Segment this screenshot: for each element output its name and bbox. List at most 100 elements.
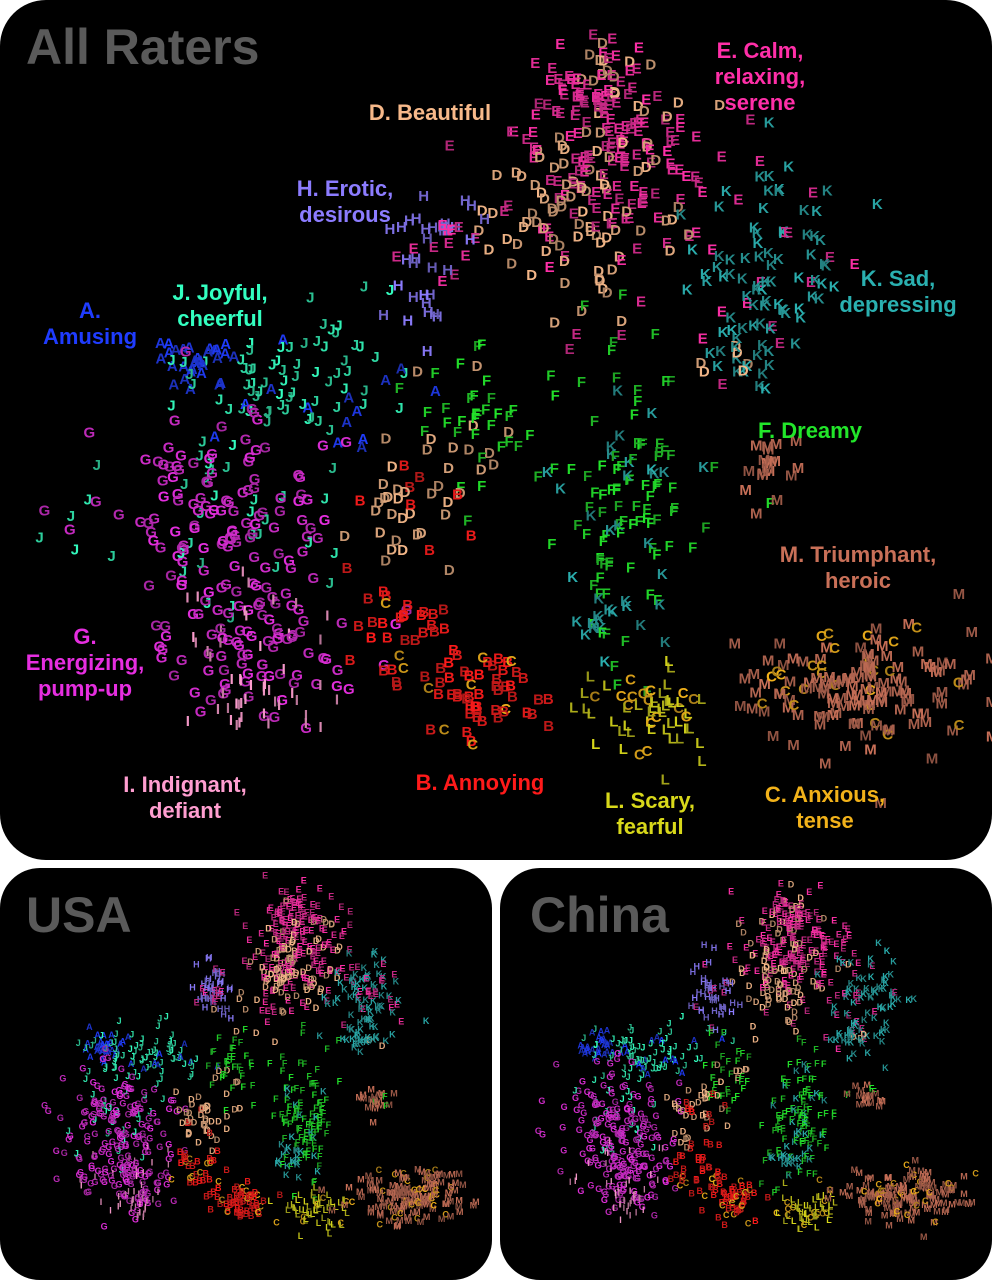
scatter-point-F: F	[296, 1124, 302, 1134]
scatter-point-L: L	[569, 700, 578, 717]
scatter-point-K: K	[381, 982, 388, 992]
scatter-point-E: E	[795, 904, 801, 914]
scatter-point-L: L	[316, 1204, 322, 1214]
scatter-point-K: K	[372, 1022, 379, 1032]
scatter-point-D: D	[576, 303, 587, 320]
scatter-point-K: K	[806, 1154, 813, 1164]
scatter-point-F: F	[731, 1095, 737, 1105]
scatter-point-I: I	[271, 591, 275, 608]
scatter-point-E: E	[273, 965, 279, 975]
scatter-point-G: G	[140, 452, 152, 469]
scatter-point-F: F	[777, 1125, 783, 1135]
scatter-point-D: D	[568, 173, 579, 190]
scatter-point-K: K	[353, 984, 360, 994]
scatter-point-E: E	[303, 925, 309, 935]
scatter-point-G: G	[91, 1129, 98, 1139]
scatter-point-M: M	[942, 1189, 950, 1199]
scatter-point-G: G	[110, 1116, 117, 1126]
scatter-point-D: D	[696, 355, 707, 372]
scatter-point-M: M	[966, 624, 979, 641]
scatter-point-F: F	[477, 478, 486, 495]
scatter-point-J: J	[343, 363, 351, 380]
scatter-point-B: B	[196, 1176, 203, 1186]
scatter-point-F: F	[788, 1152, 794, 1162]
scatter-point-L: L	[314, 1201, 320, 1211]
scatter-point-F: F	[287, 1102, 293, 1112]
scatter-point-F: F	[793, 1136, 799, 1146]
scatter-point-J: J	[107, 548, 115, 565]
scatter-point-K: K	[848, 957, 855, 967]
scatter-point-D: D	[242, 1005, 249, 1015]
scatter-point-M: M	[909, 1187, 917, 1197]
scatter-point-J: J	[147, 1060, 152, 1070]
scatter-point-B: B	[705, 1162, 712, 1172]
scatter-point-A: A	[188, 1057, 195, 1067]
scatter-point-C: C	[207, 1158, 214, 1168]
scatter-point-E: E	[776, 904, 782, 914]
scatter-point-M: M	[903, 616, 916, 633]
scatter-point-C: C	[875, 1189, 882, 1199]
scatter-point-E: E	[283, 932, 289, 942]
scatter-point-E: E	[601, 120, 611, 137]
scatter-point-D: D	[601, 230, 612, 247]
scatter-point-K: K	[754, 249, 765, 266]
scatter-point-D: D	[574, 216, 585, 233]
scatter-point-D: D	[212, 1073, 219, 1083]
scatter-point-K: K	[647, 405, 658, 422]
scatter-point-E: E	[307, 978, 313, 988]
scatter-point-J: J	[119, 1165, 124, 1175]
scatter-point-K: K	[643, 535, 654, 552]
scatter-point-D: D	[813, 981, 820, 991]
scatter-point-L: L	[803, 1209, 809, 1219]
scatter-point-A: A	[266, 381, 277, 398]
scatter-point-F: F	[229, 1043, 235, 1053]
scatter-point-G: G	[41, 1101, 48, 1111]
scatter-point-E: E	[282, 926, 288, 936]
scatter-point-E: E	[684, 228, 694, 245]
scatter-point-B: B	[251, 1192, 258, 1202]
scatter-point-J: J	[130, 1058, 135, 1068]
scatter-point-K: K	[725, 252, 736, 269]
scatter-point-M: M	[862, 1181, 870, 1191]
scatter-point-C: C	[910, 1187, 917, 1197]
scatter-point-G: G	[146, 1134, 153, 1144]
scatter-point-M: M	[888, 1190, 896, 1200]
scatter-point-D: D	[595, 168, 606, 185]
scatter-point-G: G	[128, 1084, 135, 1094]
scatter-point-D: D	[593, 105, 604, 122]
scatter-point-L: L	[812, 1212, 818, 1222]
scatter-point-F: F	[804, 1135, 810, 1145]
scatter-point-A: A	[589, 1027, 596, 1037]
scatter-point-J: J	[327, 322, 335, 339]
scatter-point-I: I	[604, 1147, 607, 1157]
scatter-point-G: G	[619, 1163, 626, 1173]
scatter-point-I: I	[142, 1185, 145, 1195]
scatter-point-D: D	[576, 179, 587, 196]
scatter-point-E: E	[380, 959, 386, 969]
scatter-point-M: M	[380, 1201, 388, 1211]
scatter-point-B: B	[410, 632, 421, 649]
scatter-point-G: G	[606, 1110, 613, 1120]
scatter-point-K: K	[814, 291, 825, 308]
scatter-point-G: G	[613, 1111, 620, 1121]
scatter-point-C: C	[338, 1218, 345, 1228]
scatter-point-D: D	[791, 1013, 798, 1023]
scatter-point-K: K	[293, 1146, 300, 1156]
scatter-point-J: J	[195, 448, 203, 465]
scatter-point-G: G	[620, 1159, 627, 1169]
scatter-point-J: J	[245, 403, 253, 420]
scatter-point-E: E	[711, 983, 717, 993]
scatter-point-E: E	[787, 949, 793, 959]
scatter-point-D: D	[633, 98, 644, 115]
scatter-point-E: E	[347, 906, 353, 916]
scatter-point-K: K	[757, 366, 768, 383]
scatter-point-L: L	[303, 1214, 309, 1224]
scatter-point-D: D	[186, 1108, 193, 1118]
scatter-point-K: K	[612, 383, 623, 400]
scatter-point-F: F	[636, 436, 645, 453]
scatter-point-K: K	[284, 1084, 291, 1094]
scatter-point-G: G	[635, 1162, 642, 1172]
scatter-point-M: M	[445, 1188, 453, 1198]
scatter-point-G: G	[670, 1134, 677, 1144]
